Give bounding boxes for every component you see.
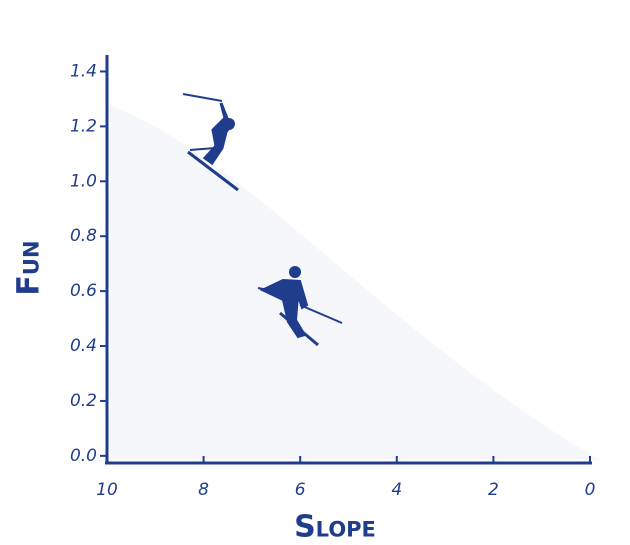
x-tick-label: 10	[96, 480, 118, 500]
x-tick-label: 0	[585, 480, 596, 500]
skier-head	[289, 266, 301, 278]
ski	[187, 150, 239, 192]
y-tick-label: 1.2	[70, 116, 97, 136]
ski-pole	[182, 93, 223, 102]
y-tick-label: 1.4	[70, 61, 97, 81]
y-tick-label: 0.2	[70, 391, 97, 411]
skier-top	[182, 93, 239, 192]
y-axis-label: Fun	[12, 240, 47, 295]
y-tick-label: 0.8	[70, 226, 97, 246]
x-tick-label: 2	[488, 480, 499, 500]
y-tick-label: 0.0	[70, 446, 97, 466]
x-tick-label: 4	[391, 480, 402, 500]
skier-body	[202, 102, 232, 166]
skier-bottom	[257, 266, 343, 347]
slope-shading	[110, 105, 600, 460]
skier-body	[259, 278, 309, 339]
x-axis-label: Slope	[294, 510, 376, 545]
y-tick-label: 0.6	[70, 281, 97, 301]
x-tick-label: 8	[198, 480, 209, 500]
ski-pole	[299, 304, 343, 324]
y-tick-label: 0.4	[70, 336, 97, 356]
ski-pole	[189, 147, 216, 151]
y-tick-label: 1.0	[70, 171, 97, 191]
x-tick-label: 6	[295, 480, 306, 500]
